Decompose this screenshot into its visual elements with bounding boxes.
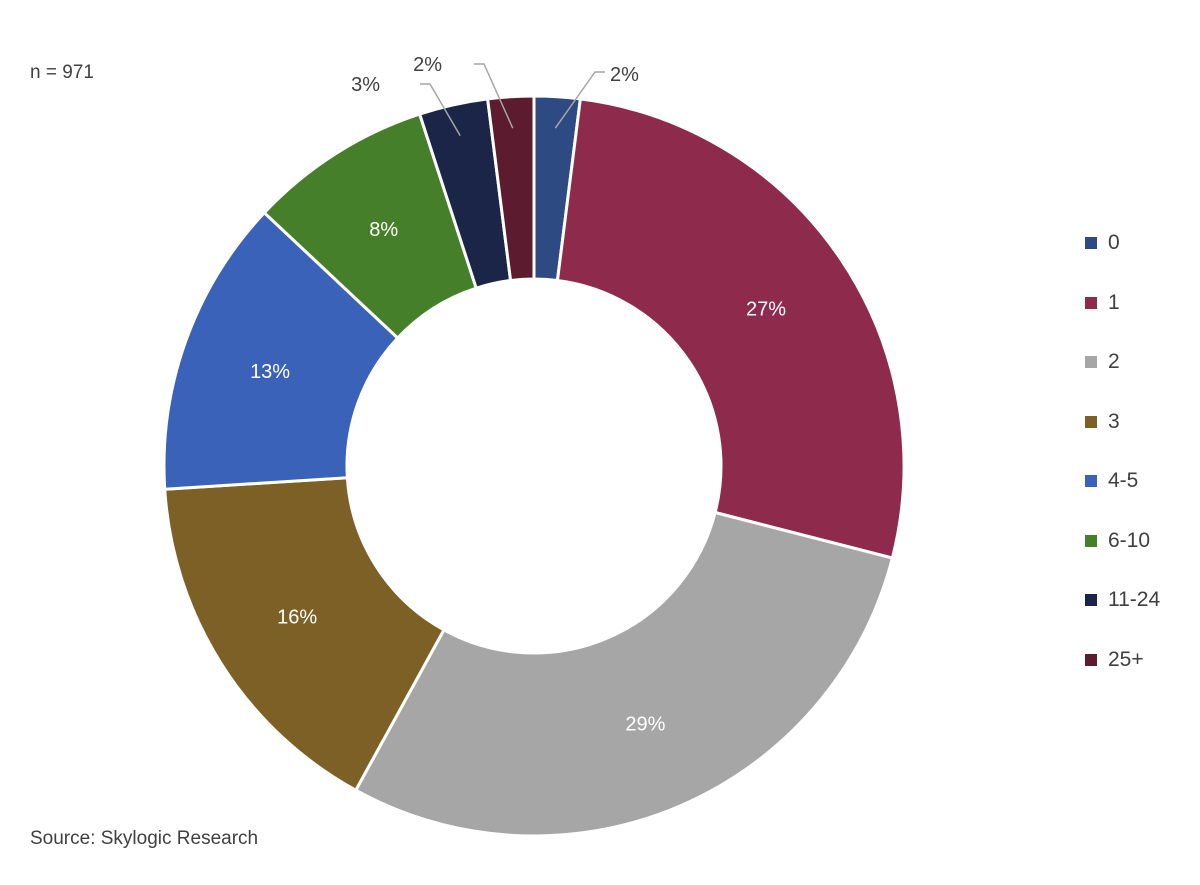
leader-line-25+ xyxy=(474,63,514,129)
legend-item-2: 2 xyxy=(1085,347,1160,377)
legend-label: 0 xyxy=(1108,231,1120,254)
data-label-6-10: 8% xyxy=(369,219,398,241)
legend-item-3: 3 xyxy=(1085,407,1160,437)
legend-label: 1 xyxy=(1108,290,1120,314)
legend-swatch xyxy=(1085,296,1097,309)
legend-item-25+: 25+ xyxy=(1085,645,1160,675)
chart-data-labels: 2% 27% 29% 16% 13% 8% 3% 2% xyxy=(250,54,786,735)
legend-item-4-5: 4-5 xyxy=(1085,466,1160,496)
legend-item-6-10: 6-10 xyxy=(1085,526,1160,556)
slice-25+ xyxy=(485,94,536,283)
legend-swatch xyxy=(1085,534,1097,547)
leader-line-11-24 xyxy=(420,83,461,137)
legend-item-0: 0 xyxy=(1085,228,1160,258)
legend-item-1: 1 xyxy=(1085,288,1160,318)
data-label-2: 29% xyxy=(625,713,665,735)
data-label-1: 27% xyxy=(746,298,786,320)
legend-swatch xyxy=(1085,475,1097,487)
slice-2 xyxy=(353,510,895,838)
legend-label: 11-24 xyxy=(1108,588,1161,611)
chart-slices xyxy=(162,94,906,838)
leader-line-0 xyxy=(554,71,605,129)
slice-4-5 xyxy=(162,210,400,491)
legend-label: 6-10 xyxy=(1108,528,1151,552)
legend-label: 4-5 xyxy=(1108,469,1139,492)
legend-item-11-24: 11-24 xyxy=(1085,585,1160,615)
legend-swatch xyxy=(1085,237,1097,249)
slice-1 xyxy=(555,97,906,560)
data-label-11-24: 3% xyxy=(351,74,380,96)
data-label-4-5: 13% xyxy=(250,361,290,383)
legend-label: 3 xyxy=(1108,409,1120,433)
legend-swatch xyxy=(1085,594,1097,606)
legend-swatch xyxy=(1085,653,1097,666)
legend-label: 2 xyxy=(1108,350,1120,373)
source-note: Source: Skylogic Research xyxy=(30,828,259,849)
legend-label: 25+ xyxy=(1108,647,1144,671)
sample-size-note: n = 971 xyxy=(30,62,94,83)
slice-3 xyxy=(163,476,446,793)
legend-swatch xyxy=(1085,415,1097,428)
data-label-25+: 2% xyxy=(413,54,442,76)
chart-legend: 0 1 2 3 4-5 6-10 11-24 25+ xyxy=(1085,228,1160,704)
legend-swatch xyxy=(1085,356,1097,368)
data-label-3: 16% xyxy=(277,606,317,628)
data-label-0: 2% xyxy=(610,64,639,86)
